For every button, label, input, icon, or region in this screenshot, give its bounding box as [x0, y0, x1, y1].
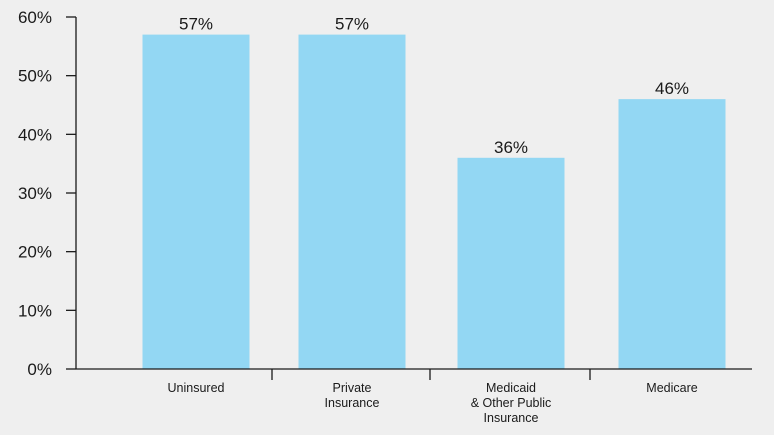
bars-layer	[142, 34, 726, 369]
axes-layer	[66, 16, 752, 380]
x-category-label-0-line-0: Uninsured	[168, 381, 225, 395]
x-category-label-1-line-1: Insurance	[325, 396, 380, 410]
data-label-3: 46%	[655, 79, 689, 98]
x-category-label-1: Private Insurance	[325, 381, 380, 410]
data-label-0: 57%	[179, 15, 213, 34]
x-category-label-1-line-0: Private	[333, 381, 372, 395]
y-tick-label-4: 40%	[18, 125, 52, 144]
x-category-label-2-line-1: & Other Public	[471, 396, 552, 410]
x-category-label-2-line-2: Insurance	[484, 411, 539, 425]
data-label-2: 36%	[494, 138, 528, 157]
bar-0	[142, 34, 250, 369]
y-tick-label-2: 20%	[18, 243, 52, 262]
x-category-label-3-line-0: Medicare	[646, 381, 697, 395]
y-tick-label-1: 10%	[18, 301, 52, 320]
labels-layer: 57% 57% 36% 46% 0% 10% 20% 30% 40% 50% 60% Uninsure…	[18, 8, 698, 425]
bar-3	[618, 99, 726, 369]
x-category-label-2-line-0: Medicaid	[486, 381, 536, 395]
x-category-label-2: Medicaid & Other Public Insurance	[471, 381, 552, 425]
bar-1	[298, 34, 406, 369]
y-tick-label-6: 60%	[18, 8, 52, 27]
y-tick-label-3: 30%	[18, 184, 52, 203]
y-tick-label-5: 50%	[18, 67, 52, 86]
x-category-label-3: Medicare	[646, 381, 697, 395]
data-label-1: 57%	[335, 15, 369, 34]
bar-2	[457, 157, 565, 369]
y-tick-label-0: 0%	[27, 360, 52, 379]
x-category-label-0: Uninsured	[168, 381, 225, 395]
